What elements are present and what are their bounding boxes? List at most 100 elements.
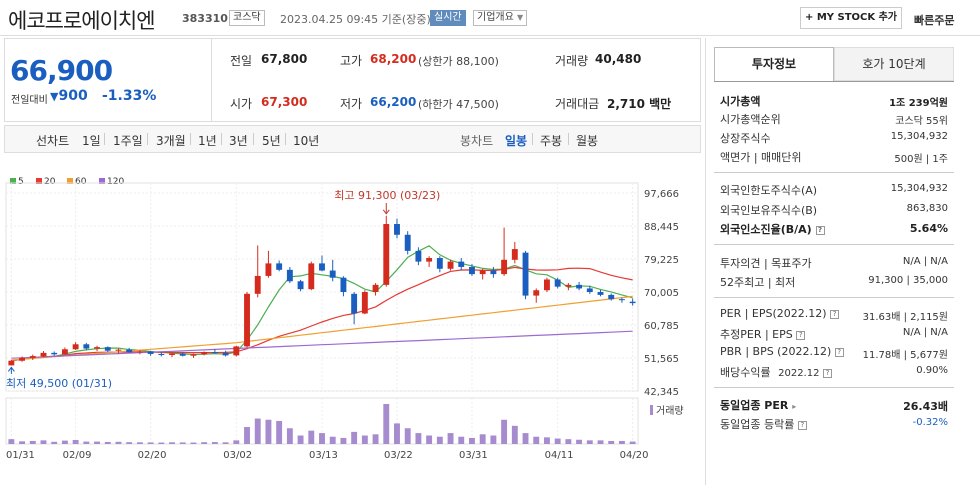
candle-body bbox=[61, 349, 68, 355]
help-icon[interactable]: ? bbox=[815, 225, 825, 235]
help-icon[interactable]: ? bbox=[797, 420, 807, 430]
y-tick-label: 79,225 bbox=[644, 255, 679, 266]
chevron-down-icon: ▼ bbox=[517, 13, 524, 22]
est-per-row: 추정PER | EPS ? bbox=[720, 326, 806, 342]
change-label: 전일대비 bbox=[11, 95, 48, 106]
realtime-badge[interactable]: 실시간 bbox=[430, 10, 466, 26]
add-mystock-button[interactable]: + MY STOCK 추가 bbox=[800, 7, 902, 29]
volume-legend-swatch bbox=[650, 405, 653, 415]
volume-bar bbox=[629, 441, 636, 444]
help-icon[interactable]: ? bbox=[834, 347, 844, 357]
volume-bar bbox=[351, 431, 358, 444]
dividend-row: 배당수익률 2022.12 ? bbox=[720, 364, 832, 380]
period-3y[interactable]: 3년 bbox=[229, 134, 248, 148]
divider bbox=[714, 244, 954, 245]
candle-daily[interactable]: 일봉 bbox=[505, 134, 528, 148]
period-1w[interactable]: 1주일 bbox=[113, 134, 143, 148]
help-icon[interactable]: ? bbox=[796, 330, 806, 340]
ma20-line bbox=[11, 266, 633, 362]
volume-bar bbox=[554, 438, 561, 444]
period-1d[interactable]: 1일 bbox=[82, 134, 101, 148]
candle-body bbox=[29, 356, 36, 358]
volume-bar bbox=[72, 440, 79, 444]
company-overview-dropdown[interactable]: 기업개요 ▼ bbox=[473, 10, 528, 26]
legend-swatch bbox=[10, 178, 16, 184]
volume-bar bbox=[29, 440, 36, 444]
candle-body bbox=[329, 270, 336, 278]
candle-body bbox=[394, 224, 400, 235]
sector-per-row[interactable]: 동일업종 PER ▸ bbox=[720, 397, 796, 413]
volume-bar bbox=[447, 433, 454, 444]
candle-body bbox=[319, 263, 325, 271]
candle-body bbox=[458, 261, 465, 267]
volume-bar bbox=[372, 434, 379, 444]
help-icon[interactable]: ? bbox=[822, 368, 832, 378]
x-tick-label: 03/31 bbox=[459, 450, 488, 461]
candle-body bbox=[479, 270, 486, 275]
foreign-hold-label: 외국인보유주식수(B) bbox=[720, 204, 818, 217]
candle-body bbox=[276, 263, 283, 270]
period-5y[interactable]: 5년 bbox=[262, 134, 281, 148]
candle-body bbox=[51, 352, 58, 355]
shares-label: 상장주식수 bbox=[720, 132, 771, 145]
prev-close-label: 전일 bbox=[230, 54, 253, 68]
period-3m[interactable]: 3개월 bbox=[156, 134, 186, 148]
dividend-label: 배당수익률 bbox=[720, 366, 771, 379]
volume-bar bbox=[83, 441, 90, 444]
sector-per-value: 26.43배 bbox=[903, 400, 948, 413]
volume-bar bbox=[576, 439, 583, 444]
candle-body bbox=[158, 353, 165, 356]
volume-bar bbox=[276, 420, 283, 444]
period-10y[interactable]: 10년 bbox=[293, 134, 320, 148]
foreign-ratio-label: 외국인소진율(B/A) bbox=[720, 223, 812, 236]
volume-label: 거래량 bbox=[555, 54, 589, 68]
open-value: 67,300 bbox=[261, 95, 308, 109]
ma60-line bbox=[11, 295, 633, 361]
candle-body bbox=[490, 270, 497, 275]
candlestick-chart[interactable]: 97,666 88,445 79,225 70,005 60,785 51,565 42,3… bbox=[0, 0, 705, 485]
rank-label: 시가총액순위 bbox=[720, 113, 781, 126]
pbr-label: PBR | BPS (2022.12) bbox=[720, 345, 832, 358]
volume-bar bbox=[94, 441, 100, 444]
candle-body bbox=[597, 292, 604, 295]
legend-swatch bbox=[67, 178, 73, 184]
est-per-value: N/A | N/A bbox=[902, 327, 948, 338]
candle-body bbox=[501, 259, 508, 275]
y-tick-label: 51,565 bbox=[644, 354, 679, 365]
divider bbox=[714, 172, 954, 173]
volume-bar bbox=[147, 442, 154, 444]
volume-bar bbox=[115, 441, 122, 444]
volume-bar bbox=[190, 442, 197, 444]
tab-hoga-10[interactable]: 호가 10단계 bbox=[834, 47, 954, 81]
volume-bar bbox=[61, 440, 68, 444]
help-icon[interactable]: ? bbox=[830, 309, 840, 319]
max-arrow-head bbox=[382, 209, 390, 215]
volume-bar bbox=[511, 425, 518, 444]
opinion-label: 투자의견 | 목표주가 bbox=[720, 257, 812, 270]
y-tick-label: 70,005 bbox=[644, 288, 679, 299]
candle-weekly[interactable]: 주봉 bbox=[540, 134, 563, 148]
candle-body bbox=[254, 275, 261, 294]
period-1y[interactable]: 1년 bbox=[198, 134, 217, 148]
y-tick-label: 42,345 bbox=[644, 387, 679, 398]
volume-bar bbox=[211, 442, 218, 444]
volume-bar bbox=[383, 404, 390, 444]
par-value: 500원 | 1주 bbox=[894, 154, 948, 165]
candle-body bbox=[169, 353, 175, 356]
tab-investment-info[interactable]: 투자정보 bbox=[714, 47, 834, 81]
quick-order-button[interactable]: 빠른주문 bbox=[914, 14, 955, 27]
candle-monthly[interactable]: 월봉 bbox=[576, 134, 599, 148]
legend-label: 5 bbox=[18, 177, 24, 187]
candle-body bbox=[308, 263, 315, 290]
line-chart-label: 선차트 bbox=[36, 134, 70, 148]
volume-bar bbox=[19, 441, 26, 444]
divider bbox=[714, 81, 954, 82]
candle-body bbox=[383, 224, 390, 285]
candle-body bbox=[40, 352, 47, 357]
volume-bar bbox=[404, 428, 411, 444]
volume-bar bbox=[479, 434, 486, 444]
price-summary bbox=[4, 38, 701, 122]
min-price-label: 최저 49,500 (01/31) bbox=[6, 377, 112, 390]
volume-bar bbox=[158, 442, 165, 444]
candle-body bbox=[436, 258, 443, 269]
